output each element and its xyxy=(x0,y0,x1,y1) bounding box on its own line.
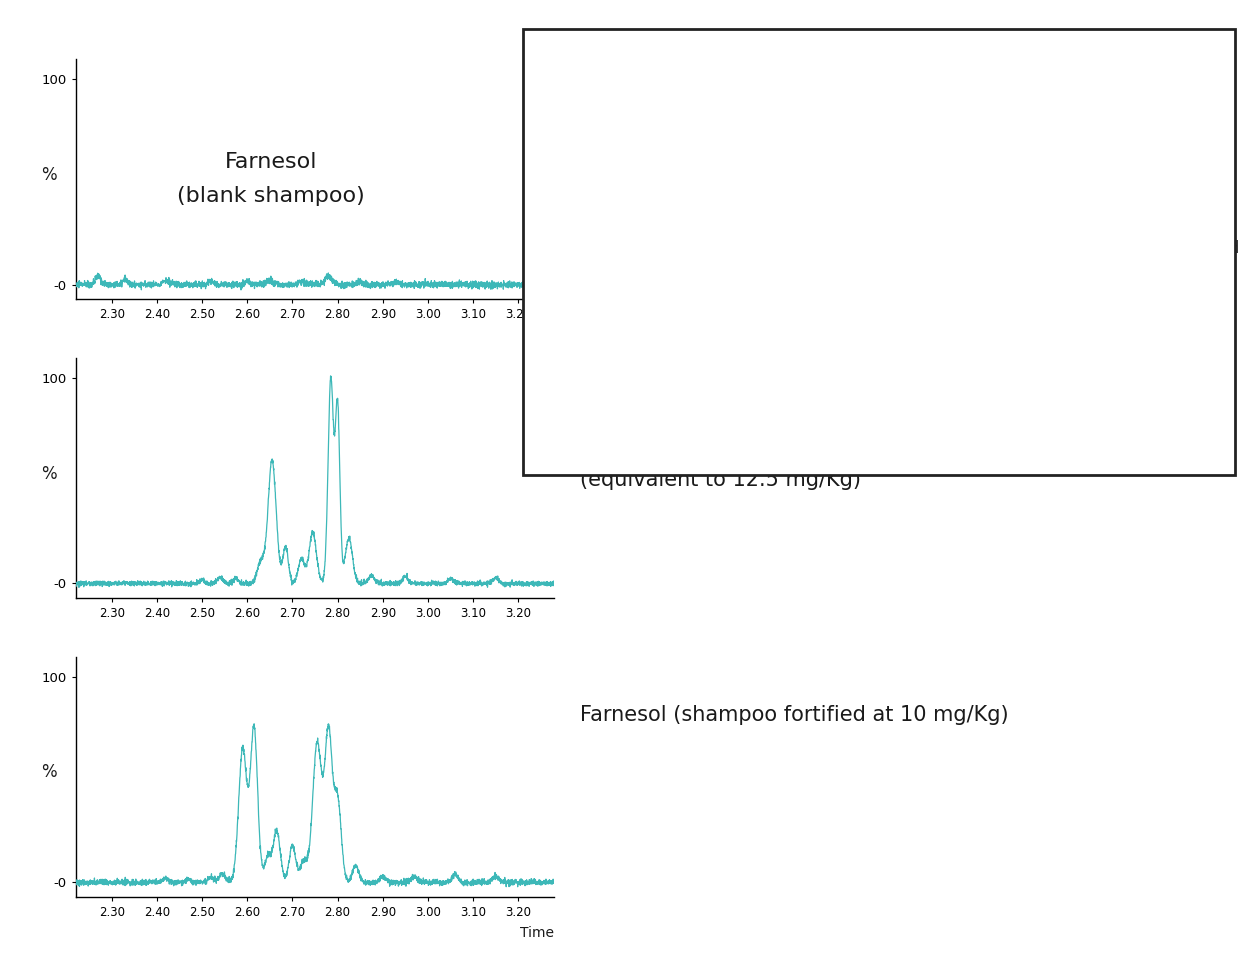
Text: Farnesol (shampoo fortified at 10 mg/Kg): Farnesol (shampoo fortified at 10 mg/Kg) xyxy=(580,706,1008,725)
Y-axis label: %: % xyxy=(42,166,57,183)
Text: CH₃: CH₃ xyxy=(598,137,627,152)
Text: Major = trans,trans: Major = trans,trans xyxy=(598,314,769,331)
Y-axis label: %: % xyxy=(42,465,57,482)
Text: Minor = cis,trans and  trans,cis: Minor = cis,trans and trans,cis xyxy=(598,374,871,392)
Text: Often not seen = cis,cis: Often not seen = cis,cis xyxy=(598,435,808,453)
Text: CH₃: CH₃ xyxy=(822,137,852,152)
Y-axis label: %: % xyxy=(42,763,57,781)
Text: (blank shampoo): (blank shampoo) xyxy=(176,186,365,206)
Text: OH: OH xyxy=(1215,239,1240,257)
Text: 0.5 ppm Farnesol  standard: 0.5 ppm Farnesol standard xyxy=(580,436,864,456)
Text: Time: Time xyxy=(520,925,554,940)
Text: Farnesol: Farnesol xyxy=(224,152,318,172)
Text: H₃C: H₃C xyxy=(1099,137,1128,152)
Text: H₃C: H₃C xyxy=(522,267,551,281)
Text: (equivalent to 12.5 mg/Kg): (equivalent to 12.5 mg/Kg) xyxy=(580,470,861,490)
